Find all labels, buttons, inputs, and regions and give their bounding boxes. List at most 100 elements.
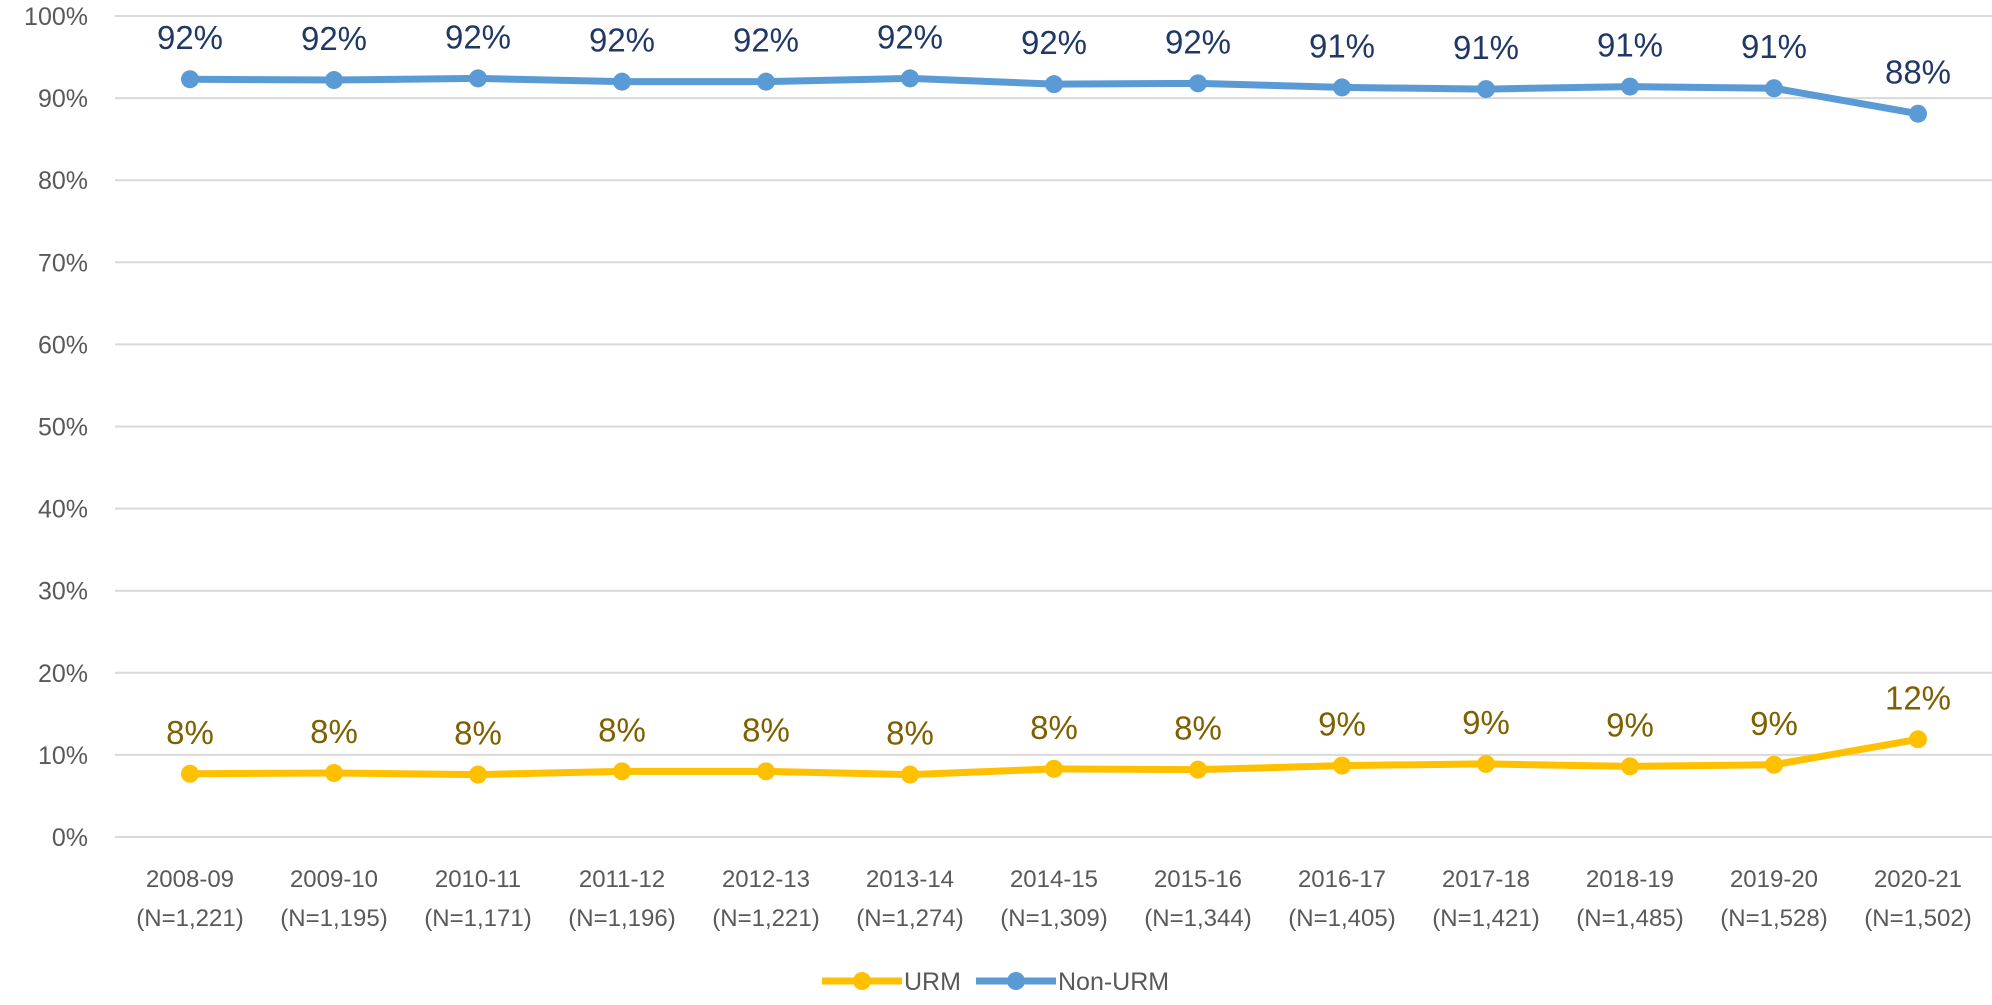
data-label-non-urm: 91%: [1741, 28, 1807, 65]
gridlines: [115, 15, 1992, 838]
x-category-sublabel: (N=1,196): [568, 905, 675, 932]
legend-label-urm: URM: [904, 968, 961, 996]
y-tick-label: 100%: [24, 3, 88, 31]
data-label-non-urm: 91%: [1453, 29, 1519, 66]
data-point-non-urm: [1189, 74, 1207, 93]
data-point-non-urm: [1045, 75, 1063, 94]
x-category-label: 2014-15: [1010, 866, 1098, 893]
data-label-non-urm: 88%: [1885, 54, 1951, 91]
data-label-urm: 8%: [166, 714, 214, 751]
x-category-sublabel: (N=1,221): [712, 905, 819, 932]
data-label-urm: 8%: [1030, 709, 1078, 746]
data-label-urm: 9%: [1750, 705, 1798, 742]
x-category-label: 2018-19: [1586, 866, 1674, 893]
data-point-urm: [1045, 759, 1063, 778]
data-label-non-urm: 92%: [589, 22, 655, 59]
data-label-non-urm: 92%: [733, 22, 799, 59]
data-point-non-urm: [1333, 78, 1351, 97]
data-label-non-urm: 92%: [877, 18, 943, 55]
data-point-non-urm: [1621, 77, 1639, 96]
data-point-non-urm: [757, 72, 775, 91]
data-labels: 8% 8% 8% 8% 8% 8% 8% 8% 9% 9% 9% 9% 12% 92% 92% 92% 92% 9…: [157, 18, 1951, 751]
legend-swatch-marker-non-urm: [1007, 972, 1025, 990]
x-category-label: 2016-17: [1298, 866, 1386, 893]
x-category-sublabel: (N=1,502): [1864, 905, 1971, 932]
data-point-urm: [1765, 755, 1783, 774]
x-category-sublabel: (N=1,485): [1576, 905, 1683, 932]
data-label-non-urm: 92%: [1165, 23, 1231, 60]
y-tick-label: 40%: [38, 496, 88, 524]
data-point-non-urm: [1909, 104, 1927, 123]
x-category-label: 2009-10: [290, 866, 378, 893]
data-label-urm: 12%: [1885, 679, 1951, 716]
y-tick-label: 80%: [38, 167, 88, 195]
x-category-sublabel: (N=1,274): [856, 905, 963, 932]
data-label-urm: 8%: [310, 713, 358, 750]
data-label-urm: 8%: [742, 711, 790, 748]
data-point-non-urm: [325, 71, 343, 90]
x-category-label: 2017-18: [1442, 866, 1530, 893]
data-label-non-urm: 92%: [301, 20, 367, 57]
y-tick-label: 70%: [38, 249, 88, 277]
y-tick-label: 20%: [38, 660, 88, 688]
x-category-label: 2013-14: [866, 866, 954, 893]
data-point-urm: [1189, 760, 1207, 779]
y-axis-tick-labels: 0% 10% 20% 30% 40% 50% 60% 70% 80% 90% 100%: [24, 3, 88, 852]
data-point-urm: [181, 764, 199, 783]
x-category-label: 2012-13: [722, 866, 810, 893]
data-label-urm: 8%: [598, 711, 646, 748]
x-category-label: 2010-11: [435, 866, 521, 893]
x-axis-category-labels: 2008-09 (N=1,221) 2009-10 (N=1,195) 2010-11 (…: [136, 866, 1971, 932]
x-category-sublabel: (N=1,171): [424, 905, 531, 932]
data-point-urm: [1477, 754, 1495, 773]
data-point-urm: [757, 762, 775, 781]
data-point-urm: [613, 762, 631, 781]
data-label-urm: 9%: [1462, 704, 1510, 741]
data-label-urm: 8%: [886, 715, 934, 752]
x-category-sublabel: (N=1,344): [1144, 905, 1251, 932]
series-lines: [181, 69, 1927, 784]
data-label-urm: 9%: [1606, 706, 1654, 743]
x-category-sublabel: (N=1,309): [1000, 905, 1107, 932]
x-category-label: 2020-21: [1874, 866, 1962, 893]
data-label-non-urm: 91%: [1309, 27, 1375, 64]
data-point-non-urm: [901, 69, 919, 88]
data-point-urm: [1621, 757, 1639, 776]
data-point-urm: [1909, 730, 1927, 749]
x-category-label: 2019-20: [1730, 866, 1818, 893]
data-label-urm: 9%: [1318, 706, 1366, 743]
data-label-non-urm: 92%: [157, 19, 223, 56]
legend-label-non-urm: Non-URM: [1058, 968, 1169, 996]
data-point-urm: [1333, 756, 1351, 775]
x-category-sublabel: (N=1,421): [1432, 905, 1539, 932]
y-tick-label: 30%: [38, 578, 88, 606]
data-label-non-urm: 92%: [1021, 24, 1087, 61]
data-point-non-urm: [181, 70, 199, 89]
y-tick-label: 10%: [38, 742, 88, 770]
data-point-non-urm: [1765, 79, 1783, 98]
legend-swatch-marker-urm: [853, 972, 871, 990]
data-point-non-urm: [613, 72, 631, 91]
x-category-sublabel: (N=1,405): [1288, 905, 1395, 932]
x-category-label: 2008-09: [146, 866, 234, 893]
data-label-urm: 8%: [454, 715, 502, 752]
x-category-sublabel: (N=1,528): [1720, 905, 1827, 932]
data-label-non-urm: 92%: [445, 18, 511, 55]
y-tick-label: 60%: [38, 331, 88, 359]
data-point-urm: [325, 763, 343, 782]
data-point-non-urm: [469, 69, 487, 88]
legend: URM Non-URM: [822, 968, 1169, 996]
data-point-urm: [469, 765, 487, 784]
x-category-label: 2011-12: [579, 866, 665, 893]
data-point-non-urm: [1477, 80, 1495, 99]
data-label-non-urm: 91%: [1597, 27, 1663, 64]
y-tick-label: 50%: [38, 414, 88, 442]
x-category-sublabel: (N=1,221): [136, 905, 243, 932]
data-label-urm: 8%: [1174, 710, 1222, 747]
data-point-urm: [901, 765, 919, 784]
x-category-label: 2015-16: [1154, 866, 1242, 893]
x-category-sublabel: (N=1,195): [280, 905, 387, 932]
y-tick-label: 0%: [52, 824, 88, 852]
